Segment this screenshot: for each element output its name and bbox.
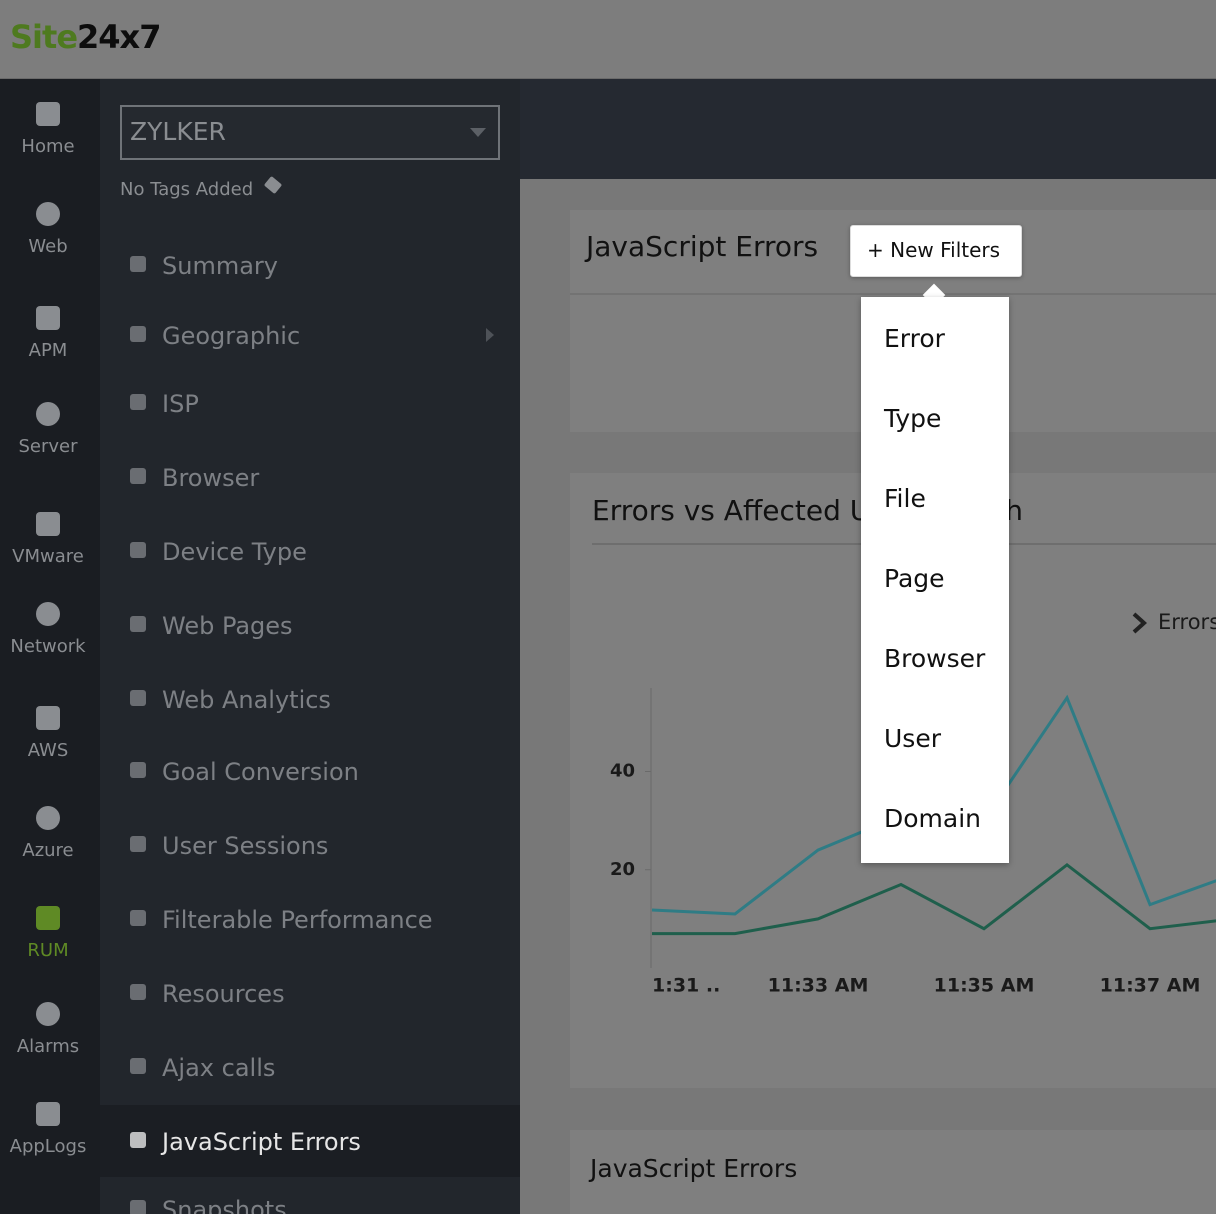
item-icon <box>130 394 146 410</box>
nav-label[interactable]: Home <box>21 136 75 157</box>
nav-icon <box>36 306 60 330</box>
series-line <box>652 862 1216 936</box>
item-icon <box>130 1132 146 1148</box>
logo-num: 24x7 <box>77 18 161 56</box>
new-filters-button[interactable]: + New Filters <box>850 225 1022 277</box>
menu-item[interactable]: Domain <box>884 804 982 833</box>
nav-label[interactable]: Alarms <box>16 1036 80 1057</box>
filter-menu: Error Type File Page Browser User Domain <box>861 297 1009 863</box>
header-band <box>520 79 1216 179</box>
nav-icon <box>36 1102 60 1126</box>
x-tick-label: 11:37 AM <box>1100 975 1201 997</box>
top-bar: Site24x7 <box>0 0 1216 79</box>
sidebar-item[interactable]: User Sessions <box>162 832 329 860</box>
item-icon <box>130 984 146 1000</box>
tag-icon <box>263 175 283 195</box>
nav-icon <box>36 706 60 730</box>
sidebar-item[interactable]: Goal Conversion <box>162 758 359 786</box>
x-tick-label: 1:31 .. <box>652 975 720 997</box>
sidebar-item[interactable]: Ajax calls <box>162 1054 276 1082</box>
monitor-name: ZYLKER <box>130 117 226 146</box>
menu-item[interactable]: File <box>884 484 926 513</box>
item-icon <box>130 910 146 926</box>
nav-icon <box>36 512 60 536</box>
nav-label[interactable]: RUM <box>27 940 69 961</box>
nav-label[interactable]: Network <box>10 636 86 657</box>
item-icon <box>130 542 146 558</box>
nav-label[interactable]: Web <box>28 236 68 257</box>
tags[interactable]: No Tags Added <box>120 179 254 200</box>
sidebar-item[interactable]: Web Analytics <box>162 686 331 714</box>
item-icon <box>130 256 146 272</box>
item-icon <box>130 326 146 342</box>
sidebar-item[interactable]: Web Pages <box>162 612 293 640</box>
menu-item[interactable]: User <box>884 724 941 753</box>
menu-item[interactable]: Page <box>884 564 945 593</box>
menu-item[interactable]: Type <box>884 404 942 433</box>
y-tick-label: 20 <box>610 859 635 880</box>
nav-label[interactable]: VMware <box>12 546 84 567</box>
nav-icon <box>36 102 60 126</box>
nav-label[interactable]: Server <box>18 436 78 457</box>
panel-title: JavaScript Errors <box>586 230 819 263</box>
nav-label[interactable]: AppLogs <box>9 1136 87 1157</box>
item-icon <box>130 468 146 484</box>
item-icon <box>130 1200 146 1214</box>
legend-label: Errors <box>1158 610 1216 634</box>
item-icon <box>130 690 146 706</box>
item-icon <box>130 762 146 778</box>
divider <box>570 293 1216 295</box>
item-icon <box>130 616 146 632</box>
panel-title: JavaScript Errors <box>590 1154 798 1183</box>
x-tick-label: 11:35 AM <box>934 975 1035 997</box>
nav-label[interactable]: AWS <box>27 740 69 761</box>
sidebar-item[interactable]: Geographic <box>162 322 301 350</box>
sidebar-item[interactable]: ISP <box>162 390 199 418</box>
sidebar-item[interactable]: Snapshots <box>162 1196 287 1214</box>
button-label: + New Filters <box>867 238 1001 262</box>
sidebar-item[interactable]: Resources <box>162 980 285 1008</box>
sidebar-item[interactable]: Filterable Performance <box>162 906 433 934</box>
x-tick-label: 11:33 AM <box>768 975 869 997</box>
y-tick-label: 40 <box>610 761 635 782</box>
logo-site: Site <box>10 18 78 56</box>
sidebar-item[interactable]: Device Type <box>162 538 307 566</box>
nav-icon <box>36 806 60 830</box>
nav-icon <box>36 602 60 626</box>
sidebar: ZYLKER No Tags Added Summary Geographic IS… <box>100 79 520 1214</box>
sidebar-item[interactable]: Browser <box>162 464 260 492</box>
sidebar-item[interactable]: Summary <box>162 252 278 280</box>
item-icon <box>130 1058 146 1074</box>
caret <box>470 128 486 137</box>
chart: Errors vs Affected Users Graph 20401:31 … <box>592 494 1216 997</box>
panel: JavaScript Errors <box>570 1130 1216 1214</box>
nav-icon <box>36 402 60 426</box>
nav-rail: Home Web APM Server VMware Network AWS Azure RUM… <box>0 79 100 1214</box>
legend-chevron <box>1132 612 1147 634</box>
nav-icon <box>36 202 60 226</box>
nav-label[interactable]: APM <box>28 340 68 361</box>
monitor-select[interactable]: ZYLKER <box>120 105 500 160</box>
nav-icon <box>36 1002 60 1026</box>
nav-label[interactable]: Azure <box>22 840 74 861</box>
menu-item[interactable]: Browser <box>884 644 986 673</box>
logo[interactable]: Site24x7 <box>10 18 161 56</box>
item-icon <box>130 836 146 852</box>
nav-icon <box>36 906 60 930</box>
sidebar-item[interactable]: JavaScript Errors <box>162 1128 361 1156</box>
active-item-bg <box>100 1105 520 1177</box>
chart-group: Errors vs Affected Users Graph 20401:31 … <box>592 494 1216 997</box>
submenu-arrow <box>486 328 494 342</box>
menu-item[interactable]: Error <box>884 324 945 353</box>
